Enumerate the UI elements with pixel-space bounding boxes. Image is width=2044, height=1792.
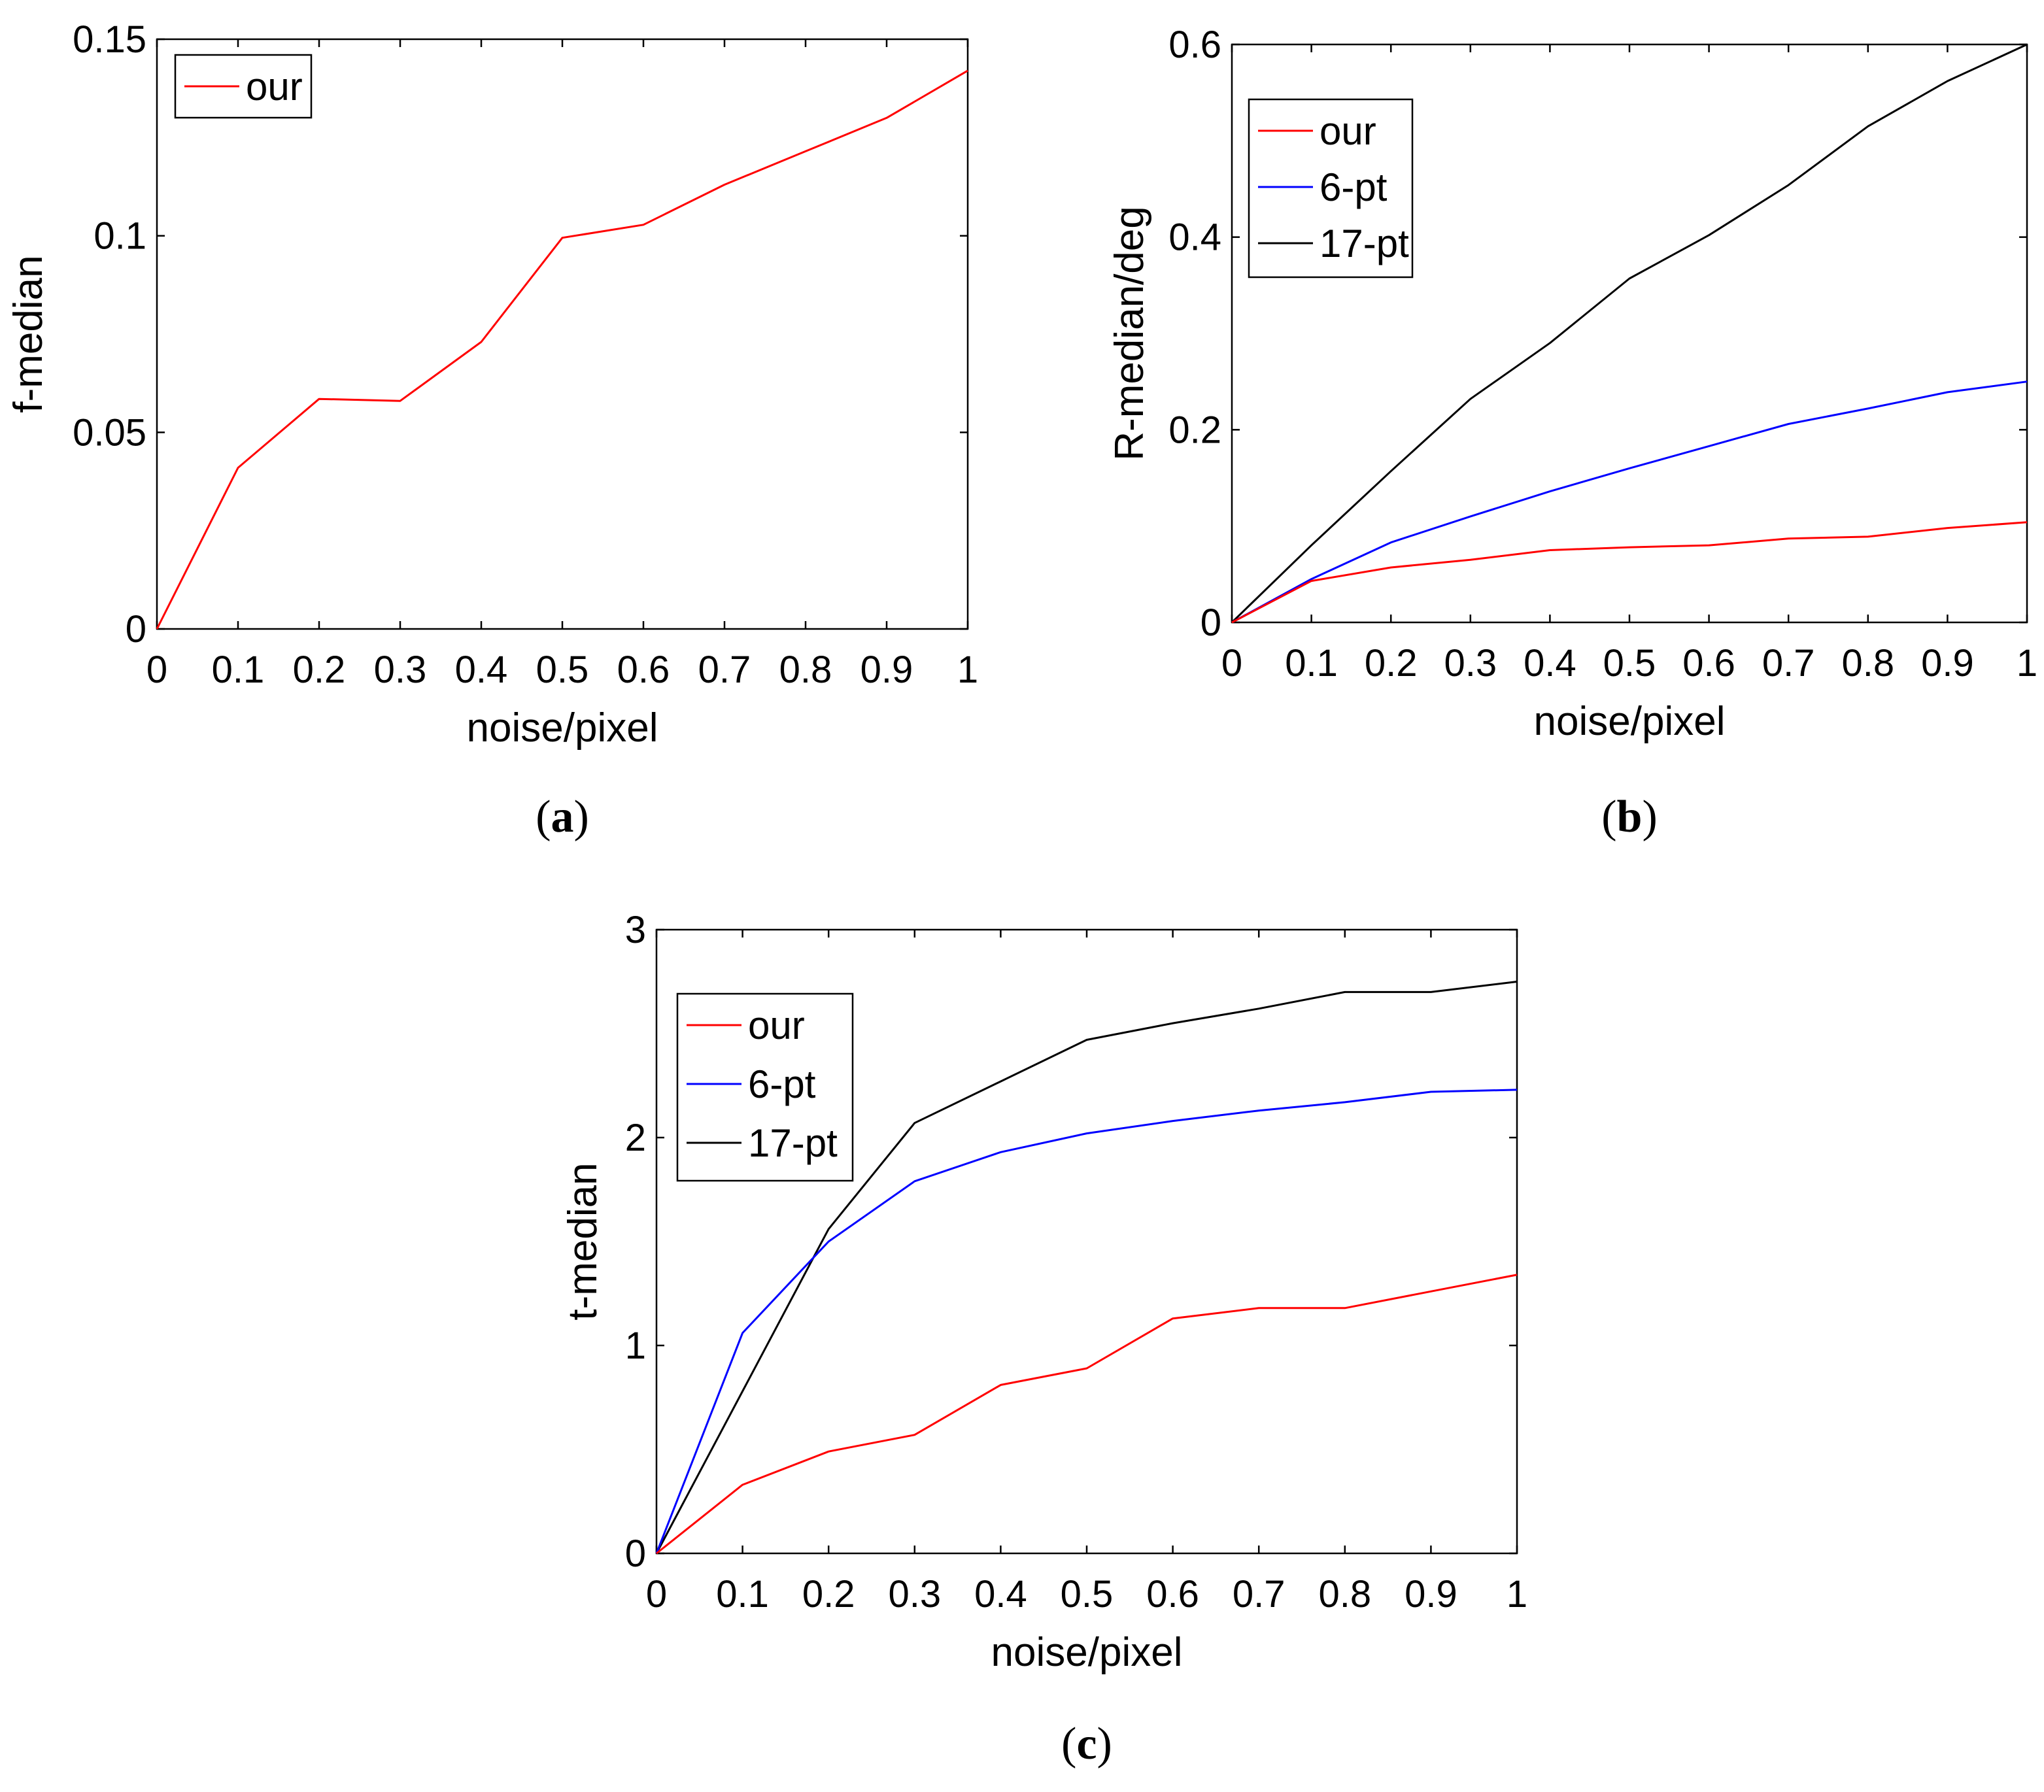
x-tick-label: 0.3 xyxy=(374,649,427,691)
x-tick-label: 0.2 xyxy=(802,1573,855,1615)
x-tick-label: 0.4 xyxy=(1524,642,1576,685)
panel-caption: (b) xyxy=(1601,792,1658,842)
y-axis-label: R-median/deg xyxy=(1107,206,1152,460)
series-line-6-pt xyxy=(655,1089,1518,1554)
y-tick-label: 0 xyxy=(1201,601,1221,644)
panel-caption: (c) xyxy=(1061,1719,1112,1769)
x-tick-label: 0.5 xyxy=(1603,642,1656,685)
x-tick-label: 0.7 xyxy=(1233,1573,1286,1615)
panel-caption: (a) xyxy=(536,792,589,842)
y-tick-label: 0.2 xyxy=(1168,409,1221,451)
x-tick-label: 0 xyxy=(1221,642,1242,685)
x-axis-label: noise/pixel xyxy=(467,705,658,751)
x-tick-label: 1 xyxy=(957,649,978,691)
y-axis-label: t-median xyxy=(560,1162,605,1320)
x-tick-label: 0.9 xyxy=(1405,1573,1457,1615)
x-axis-label: noise/pixel xyxy=(1534,699,1726,744)
legend-label-17-pt: 17-pt xyxy=(748,1121,838,1165)
x-axis-label: noise/pixel xyxy=(991,1630,1183,1675)
y-tick-label: 0.6 xyxy=(1168,24,1221,66)
y-tick-label: 0 xyxy=(126,608,146,651)
x-tick-label: 0.8 xyxy=(1841,642,1894,685)
x-tick-label: 0.2 xyxy=(293,649,346,691)
plot-frame xyxy=(156,38,969,630)
x-tick-label: 0.6 xyxy=(617,649,670,691)
x-tick-label: 0.1 xyxy=(212,649,265,691)
x-tick-label: 0.8 xyxy=(1318,1573,1371,1615)
x-tick-label: 0.1 xyxy=(1285,642,1338,685)
y-tick-label: 0.4 xyxy=(1168,216,1221,259)
x-tick-label: 0.7 xyxy=(1762,642,1815,685)
x-tick-label: 1 xyxy=(2017,642,2037,685)
x-tick-label: 0.3 xyxy=(1444,642,1497,685)
x-tick-label: 0.8 xyxy=(779,649,832,691)
legend: our 6-pt 17-pt xyxy=(676,992,854,1182)
x-tick-label: 0.6 xyxy=(1146,1573,1199,1615)
legend-label-our: our xyxy=(748,1004,805,1047)
y-tick-label: 0 xyxy=(625,1532,646,1575)
x-tick-label: 0.6 xyxy=(1682,642,1735,685)
legend-label-17-pt: 17-pt xyxy=(1320,222,1409,265)
x-tick-label: 0.3 xyxy=(888,1573,941,1615)
chart-panel-c: 0 0.1 0.2 0.3 0.4 0.5 0.6 0.7 0.8 0.9 1 0 1 2 3 noise/p… xyxy=(560,909,1527,1769)
legend-label-6-pt: 6-pt xyxy=(1320,165,1388,209)
legend-box xyxy=(1248,98,1414,279)
chart-panel-a: 0 0.1 0.2 0.3 0.4 0.5 0.6 0.7 0.8 0.9 1 0 0.05 0.1 0.1… xyxy=(6,18,978,842)
series-line-our xyxy=(656,1274,1518,1555)
series-line-6-pt xyxy=(1231,380,2028,624)
y-axis-label: f-median xyxy=(6,255,51,413)
series-line-our xyxy=(156,69,968,630)
legend: our xyxy=(174,54,313,119)
x-tick-label: 0.9 xyxy=(1921,642,1974,685)
x-tick-label: 0.4 xyxy=(455,649,508,691)
y-tick-label: 3 xyxy=(625,909,646,951)
series-line-17-pt xyxy=(1231,43,2028,624)
x-tick-label: 0 xyxy=(146,649,167,691)
x-tick-label: 0.2 xyxy=(1365,642,1418,685)
y-tick-label: 0.05 xyxy=(73,411,146,454)
series-line-17-pt xyxy=(655,981,1518,1554)
x-tick-label: 0.7 xyxy=(698,649,751,691)
y-tick-label: 0.1 xyxy=(94,215,146,258)
series-line-our xyxy=(1231,521,2028,624)
x-tick-label: 0.5 xyxy=(1061,1573,1114,1615)
y-tick-label: 0.15 xyxy=(73,18,146,61)
legend: our 6-pt 17-pt xyxy=(1248,98,1414,279)
x-tick-label: 0 xyxy=(646,1573,667,1615)
x-tick-label: 0.1 xyxy=(716,1573,769,1615)
x-tick-label: 1 xyxy=(1507,1573,1527,1615)
x-tick-label: 0.9 xyxy=(860,649,913,691)
legend-label-our: our xyxy=(246,65,303,109)
y-tick-label: 1 xyxy=(625,1325,646,1367)
x-tick-label: 0.5 xyxy=(536,649,589,691)
x-tick-label: 0.4 xyxy=(974,1573,1027,1615)
legend-label-6-pt: 6-pt xyxy=(748,1062,816,1106)
legend-label-our: our xyxy=(1320,109,1376,153)
chart-panel-b: 0 0.1 0.2 0.3 0.4 0.5 0.6 0.7 0.8 0.9 1 0 0.2 0.4 0.6 n… xyxy=(1107,24,2037,842)
y-tick-label: 2 xyxy=(625,1117,646,1159)
